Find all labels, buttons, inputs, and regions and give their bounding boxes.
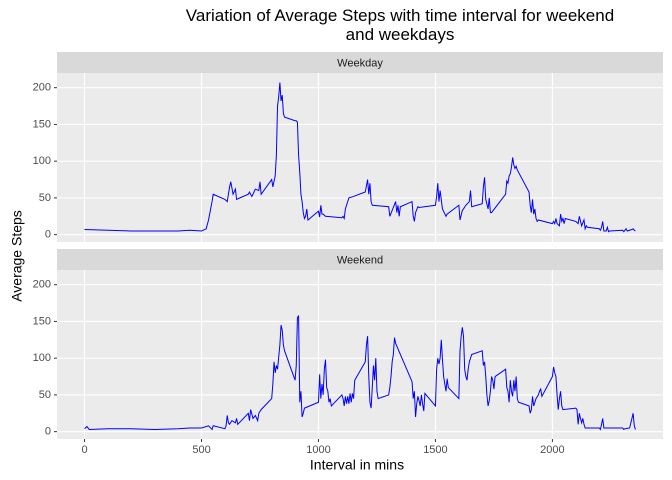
facet-strip — [57, 52, 663, 73]
y-tick-label: 200 — [33, 279, 51, 291]
y-axis-label: Average Steps — [9, 210, 25, 302]
panel — [57, 73, 663, 242]
y-tick-label: 50 — [39, 389, 51, 401]
x-tick-label: 1000 — [306, 444, 330, 456]
line — [84, 315, 636, 431]
line — [84, 82, 636, 233]
y-tick-label: 0 — [45, 426, 51, 438]
x-tick-label: 0 — [81, 444, 87, 456]
x-axis-label: Interval in mins — [310, 457, 404, 473]
facet-label: Weekday — [337, 57, 383, 69]
y-tick-label: 150 — [33, 315, 51, 327]
x-tick-label: 2000 — [540, 444, 564, 456]
y-tick-label: 150 — [33, 118, 51, 130]
y-tick-label: 0 — [45, 229, 51, 241]
facet-label: Weekend — [337, 254, 383, 266]
y-tick-label: 200 — [33, 82, 51, 94]
chart-title: Variation of Average Steps with time int… — [185, 6, 615, 44]
facet-strip — [57, 249, 663, 270]
x-tick-label: 500 — [192, 444, 210, 456]
y-tick-label: 100 — [33, 352, 51, 364]
panel — [57, 270, 663, 439]
y-tick-label: 100 — [33, 155, 51, 167]
y-tick-label: 50 — [39, 192, 51, 204]
x-tick-label: 1500 — [423, 444, 447, 456]
